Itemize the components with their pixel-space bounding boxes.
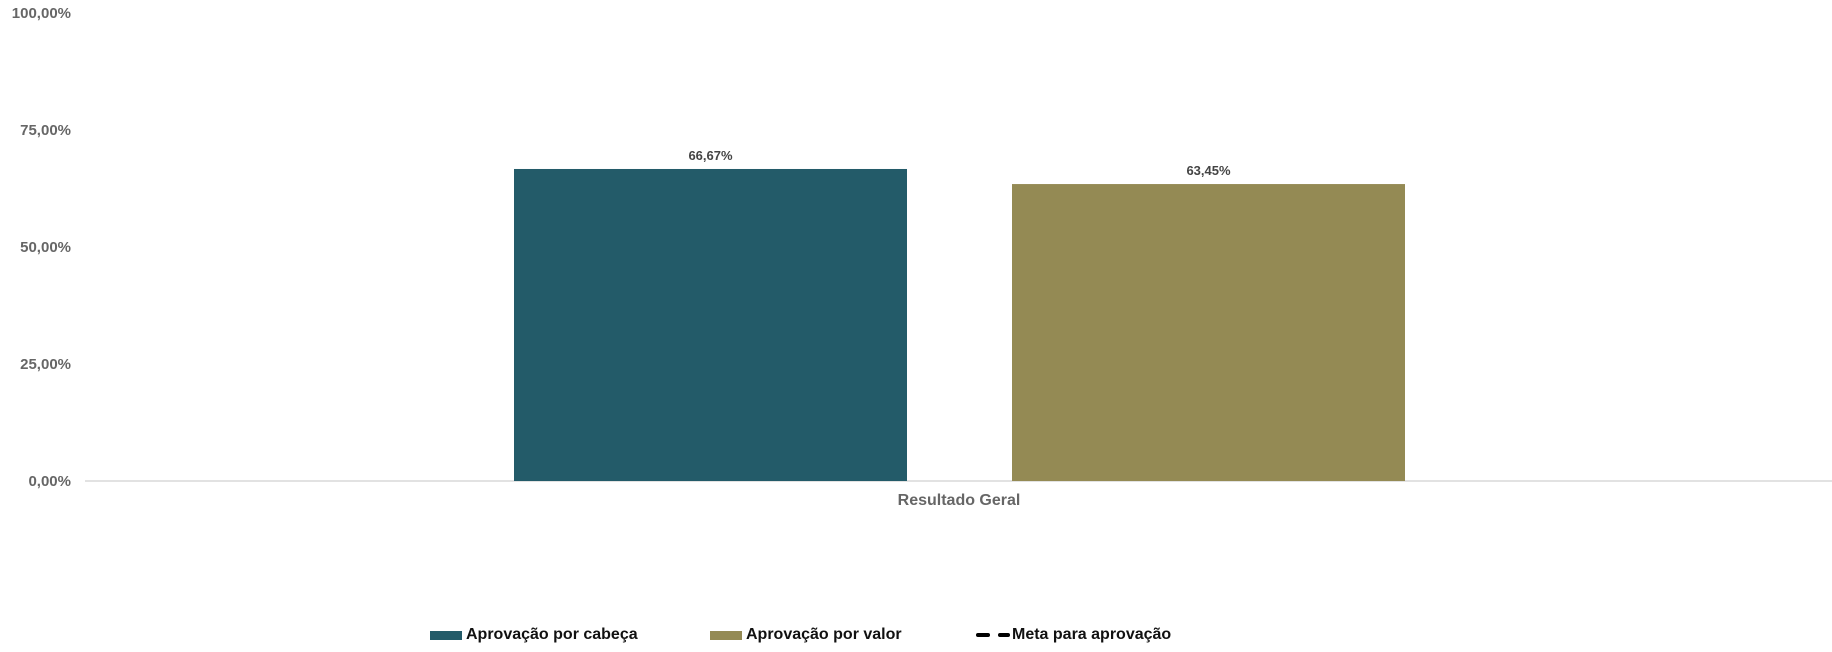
data-labels-group: 66,67% 63,45% [688, 148, 1231, 178]
y-axis: 0,00% 25,00% 50,00% 75,00% 100,00% [12, 5, 71, 490]
legend-item-aprovacao-por-cabeca[interactable]: Aprovação por cabeça [430, 626, 710, 644]
category-label-resultado-geral: Resultado Geral [898, 492, 1021, 509]
legend-label-valor: Aprovação por valor [746, 626, 902, 643]
legend: Aprovação por cabeça Aprovação por valor… [430, 626, 1171, 644]
data-label: 66,67% [688, 148, 733, 163]
legend-label-cabeca: Aprovação por cabeça [466, 626, 638, 643]
legend-swatch-valor [710, 630, 742, 640]
y-tick-label: 25,00% [20, 356, 71, 373]
legend-line-meta [972, 630, 1010, 640]
y-tick-label: 100,00% [12, 5, 71, 22]
bars-group [514, 168, 1405, 481]
legend-item-meta-para-aprovacao[interactable]: Meta para aprovação [972, 626, 1171, 644]
y-tick-label: 0,00% [28, 473, 71, 490]
data-label: 63,45% [1186, 163, 1231, 178]
legend-label-meta: Meta para aprovação [1012, 626, 1172, 643]
bar-aprovacao-por-valor[interactable] [1012, 184, 1405, 481]
y-tick-label: 75,00% [20, 122, 71, 139]
y-tick-label: 50,00% [20, 239, 71, 256]
legend-item-aprovacao-por-valor[interactable]: Aprovação por valor [710, 626, 972, 644]
legend-swatch-cabeca [430, 630, 462, 640]
bar-aprovacao-por-cabeca[interactable] [514, 168, 907, 481]
